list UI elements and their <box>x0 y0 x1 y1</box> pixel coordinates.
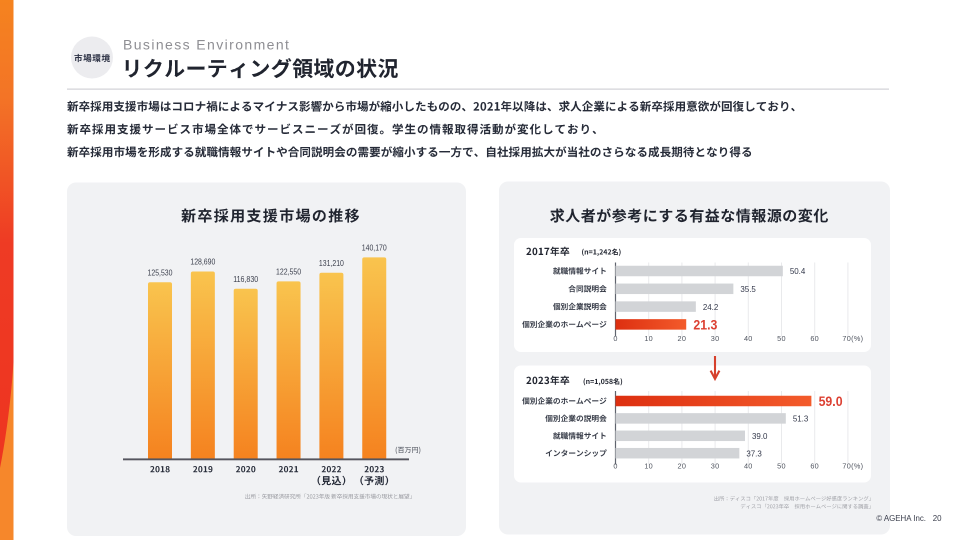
svg-text:50: 50 <box>777 334 786 343</box>
svg-text:50.4: 50.4 <box>790 266 806 276</box>
svg-text:Business Environment: Business Environment <box>123 37 290 53</box>
svg-text:125,530: 125,530 <box>148 268 173 278</box>
svg-text:128,690: 128,690 <box>190 257 215 267</box>
svg-text:40: 40 <box>744 462 753 471</box>
svg-text:35.5: 35.5 <box>740 284 756 294</box>
svg-text:39.0: 39.0 <box>752 431 768 441</box>
svg-text:20: 20 <box>933 514 942 523</box>
svg-text:59.0: 59.0 <box>819 394 843 409</box>
svg-text:70(%): 70(%) <box>842 334 863 343</box>
svg-text:30: 30 <box>711 462 720 471</box>
svg-text:30: 30 <box>711 334 720 343</box>
svg-text:60: 60 <box>810 334 819 343</box>
svg-text:37.3: 37.3 <box>746 448 762 458</box>
svg-text:40: 40 <box>744 334 753 343</box>
svg-text:140,170: 140,170 <box>362 243 387 253</box>
svg-text:24.2: 24.2 <box>703 302 719 312</box>
svg-text:20: 20 <box>678 462 687 471</box>
svg-text:0: 0 <box>613 334 617 343</box>
svg-text:51.3: 51.3 <box>793 414 809 424</box>
svg-text:10: 10 <box>644 462 653 471</box>
svg-text:60: 60 <box>810 462 819 471</box>
svg-text:© AGEHA Inc.: © AGEHA Inc. <box>876 514 926 523</box>
svg-text:0: 0 <box>613 462 617 471</box>
svg-text:131,210: 131,210 <box>319 258 344 268</box>
svg-text:70(%): 70(%) <box>842 462 863 471</box>
svg-text:10: 10 <box>644 334 653 343</box>
svg-text:21.3: 21.3 <box>693 317 717 332</box>
svg-text:122,550: 122,550 <box>276 267 301 277</box>
svg-text:20: 20 <box>678 334 687 343</box>
svg-text:50: 50 <box>777 462 786 471</box>
svg-text:116,830: 116,830 <box>233 274 258 284</box>
